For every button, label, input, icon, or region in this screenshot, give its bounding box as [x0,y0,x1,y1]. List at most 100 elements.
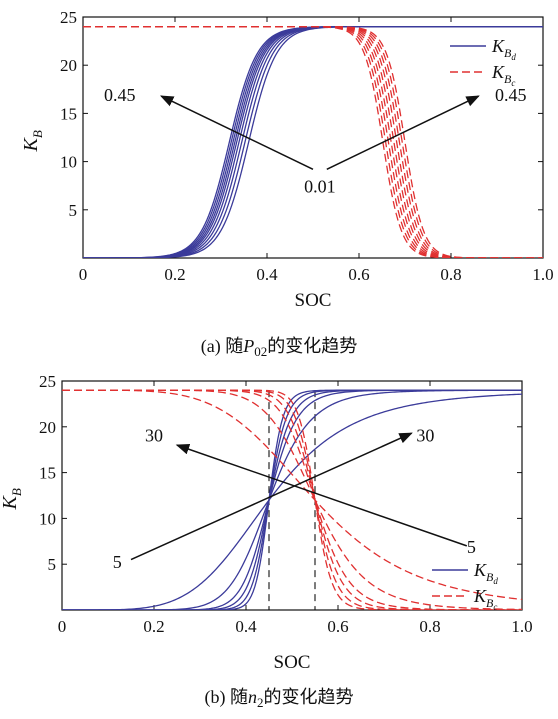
series-kbd-line [83,25,543,258]
annotation-arrow [175,444,468,547]
caption: (a) 随P02的变化趋势 [201,336,357,359]
legend-label-main: K [473,560,487,580]
caption-var-sub: 2 [257,695,264,710]
y-tick-label: 10 [39,509,56,528]
series-kbc-line [83,25,543,258]
x-tick-label: 0.6 [348,265,369,284]
y-tick-label: 15 [60,104,77,123]
series-kbc-line [83,25,543,258]
annotation-label: 30 [145,425,163,445]
annotation-label: 30 [416,425,434,445]
x-tick-label: 0.4 [256,265,278,284]
x-tick-label: 0 [79,265,88,284]
legend-label-sub: B [504,72,512,86]
legend-label-sub: B [504,46,512,60]
annotation-label: 5 [467,537,476,557]
annotation-arrow [159,95,314,170]
x-tick-label: 0.8 [419,617,440,636]
series-kbc-line [83,25,543,258]
series-kbd-line [83,25,543,258]
annotation-arrow [326,95,480,170]
series-kbd-line [62,389,522,610]
series-kbd-line [83,25,543,258]
series-kbc-line [62,389,522,610]
series-kbd-line [83,25,543,258]
series-kbd-line [62,389,522,610]
x-tick-label: 0 [58,617,67,636]
x-tick-label: 0.2 [164,265,185,284]
legend-label-subsub: c [511,78,515,88]
legend-label-subsub: d [493,576,498,586]
series-kbc-line [83,25,543,258]
caption-suffix: 的变化趋势 [264,687,354,707]
series-kbc-line [83,25,543,258]
curves [62,389,522,610]
legend-label: KBc [473,586,497,612]
legend-label-main: K [491,36,505,56]
legend-label: KBd [491,36,516,62]
annotation-label: 0.45 [495,85,527,105]
annotation-label: 0.01 [304,176,336,196]
x-tick-label: 0.4 [235,617,257,636]
series-kbc-line [62,389,522,610]
y-axis-label-main: K [0,495,21,511]
legend-label-sub: B [486,596,494,610]
y-axis-label-sub: B [9,488,24,496]
caption-prefix: (a) 随 [201,336,243,357]
legend-label-main: K [473,586,487,606]
legend-label-subsub: d [511,52,516,62]
y-tick-label: 5 [69,201,78,220]
series-kbd-line [83,25,543,258]
x-axis-label: SOC [295,290,332,311]
caption-prefix: (b) 随 [205,687,249,708]
series-kbc-line [83,25,543,258]
series-kbd-line [83,25,543,258]
series-kbc-line [83,25,543,258]
y-axis-label-sub: B [30,130,45,138]
y-tick-label: 20 [60,56,77,75]
y-axis-label: KB [0,488,24,510]
caption-suffix: 的变化趋势 [267,336,357,356]
series-kbc-line [62,389,522,601]
x-tick-label: 0.8 [440,265,461,284]
annotation-label: 0.45 [104,85,136,105]
legend-label-main: K [491,62,505,82]
legend-label: KBc [491,62,515,88]
series-kbc-line [62,389,522,610]
caption-var: P [242,336,254,356]
x-axis-label: SOC [274,652,311,673]
x-tick-label: 1.0 [511,617,532,636]
series-kbd-line [62,389,522,610]
x-tick-label: 0.6 [327,617,348,636]
plot-frame [82,16,544,259]
series-kbd-line [62,389,522,610]
annotation-label: 5 [113,552,122,572]
y-tick-label: 20 [39,418,56,437]
curves [83,25,543,258]
series-kbd-line [62,393,522,610]
annotation-arrow [130,432,413,561]
y-tick-label: 5 [48,555,57,574]
caption-var-sub: 02 [254,344,267,359]
series-kbc-line [62,389,522,610]
series-kbd-line [83,25,543,258]
plot-frame [61,380,523,611]
y-axis-label-main: K [20,137,42,153]
y-axis-label: KB [20,130,45,152]
series-kbd-line [62,389,522,610]
series-kbd-line [83,25,543,258]
x-tick-label: 0.2 [143,617,164,636]
series-kbc-line [62,389,522,610]
series-kbc-line [83,25,543,258]
legend-label: KBd [473,560,498,586]
caption-var: n [248,687,257,707]
x-tick-label: 1.0 [532,265,553,284]
y-tick-label: 15 [39,464,56,483]
series-kbd-line [83,25,543,258]
caption: (b) 随n2的变化趋势 [205,687,354,710]
legend-label-sub: B [486,570,494,584]
y-tick-label: 25 [60,8,77,27]
